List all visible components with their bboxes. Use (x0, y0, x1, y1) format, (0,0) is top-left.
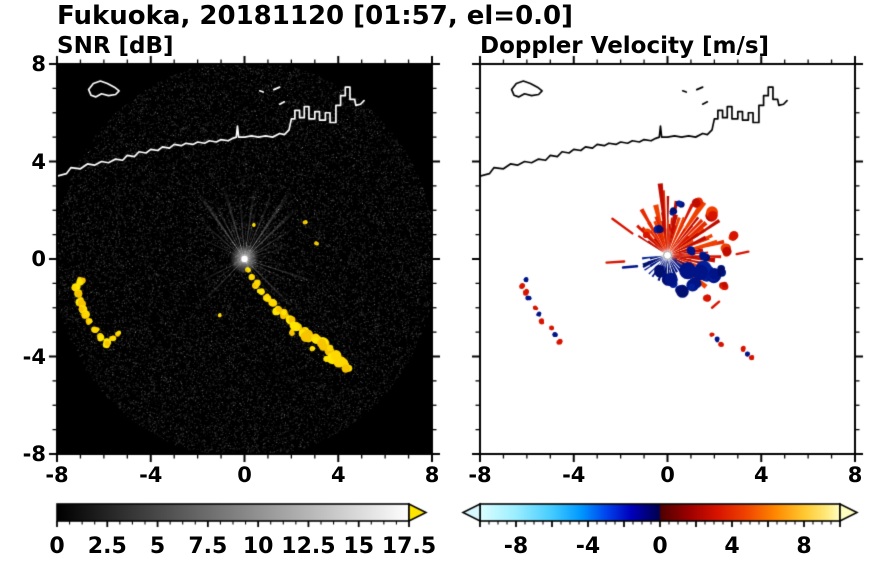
snr-x-tick-label: 0 (237, 463, 252, 487)
snr-y-tick-label: 4 (31, 149, 46, 174)
velocity-colorbar-tick-label: -8 (503, 534, 529, 559)
velocity-colorbar (455, 500, 870, 546)
snr-y-tick-label: -8 (22, 442, 46, 466)
velocity-colorbar-tick-label: 8 (796, 534, 812, 559)
velocity-x-tick-label: -8 (468, 463, 492, 487)
snr-colorbar (50, 500, 440, 546)
snr-x-tick-label: 8 (424, 463, 440, 487)
velocity-x-tick-label: 8 (847, 463, 863, 487)
snr-x-tick-label: -8 (45, 463, 69, 487)
snr-y-tick-label: -4 (22, 344, 46, 369)
snr-colorbar-tick-label: 12.5 (281, 534, 336, 559)
snr-x-tick-label: 4 (330, 463, 346, 487)
snr-y-tick-label: 8 (31, 52, 46, 76)
snr-plot-canvas (45, 52, 444, 466)
velocity-plot-canvas (468, 52, 867, 466)
snr-colorbar-tick-label: 7.5 (188, 534, 228, 559)
velocity-x-tick-label: -4 (562, 463, 586, 487)
velocity-colorbar-tick-label: 4 (724, 534, 740, 559)
snr-colorbar-tick-label: 17.5 (381, 534, 437, 559)
snr-colorbar-tick-label: 10 (242, 534, 274, 559)
velocity-colorbar-tick-label: 0 (652, 534, 668, 559)
figure-title: Fukuoka, 20181120 [01:57, el=0.0] (57, 1, 574, 31)
snr-y-tick-label: 0 (31, 247, 46, 271)
snr-colorbar-tick-label: 2.5 (87, 534, 127, 559)
snr-colorbar-tick-label: 5 (149, 534, 166, 559)
velocity-x-tick-label: 4 (753, 463, 769, 487)
snr-colorbar-tick-label: 0 (49, 534, 65, 559)
snr-x-tick-label: -4 (139, 463, 163, 487)
snr-colorbar-tick-label: 15 (343, 534, 375, 559)
velocity-x-tick-label: 0 (660, 463, 675, 487)
velocity-colorbar-tick-label: -4 (575, 534, 601, 559)
